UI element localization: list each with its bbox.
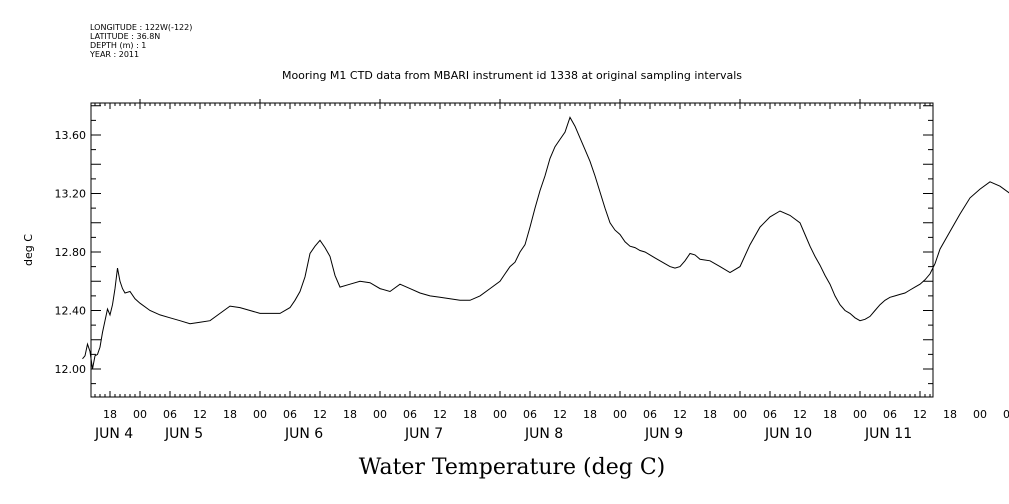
x-hour-label: 12: [433, 408, 447, 421]
x-hour-label: 06: [403, 408, 417, 421]
x-hour-label: 00: [373, 408, 387, 421]
x-hour-label: 12: [553, 408, 567, 421]
depth-label: DEPTH (m) : 1: [90, 41, 146, 50]
x-hour-label: 06: [163, 408, 177, 421]
chart-title: Mooring M1 CTD data from MBARI instrumen…: [282, 69, 742, 82]
x-hour-label: 18: [703, 408, 717, 421]
x-day-label: JUN 7: [404, 426, 443, 442]
x-hour-label: 00: [133, 408, 147, 421]
x-hour-label: 06: [283, 408, 297, 421]
x-day-label: JUN 11: [864, 426, 912, 442]
x-hour-label: 18: [943, 408, 957, 421]
x-hour-label: 00: [613, 408, 627, 421]
plot-frame: [90, 102, 934, 398]
latitude-label: LATITUDE : 36.8N: [90, 32, 160, 41]
year-label: YEAR : 2011: [89, 50, 139, 59]
x-hour-label: 00: [253, 408, 267, 421]
y-tick-label: 13.60: [55, 129, 87, 142]
temperature-series-line: [82, 116, 1009, 370]
x-hour-label: 18: [223, 408, 237, 421]
x-hour-label: 12: [793, 408, 807, 421]
x-hour-label: 18: [463, 408, 477, 421]
axis-labels: 12.00 12.40 12.80 13.20 13.60 18 00 06 12 18 00 06 1…: [55, 129, 1009, 442]
x-day-label: JUN 8: [524, 426, 563, 442]
x-day-label: JUN 10: [764, 426, 812, 442]
y-axis-label: deg C: [22, 234, 35, 266]
x-hour-label: 06: [523, 408, 537, 421]
x-hour-label: 18: [583, 408, 597, 421]
x-day-label: JUN 4: [94, 426, 133, 442]
x-hour-label: 18: [823, 408, 837, 421]
x-day-label: JUN 5: [164, 426, 203, 442]
x-hour-label: 12: [313, 408, 327, 421]
x-hour-label: 00: [733, 408, 747, 421]
x-hour-label: 06: [643, 408, 657, 421]
x-hour-label: 12: [913, 408, 927, 421]
x-day-label: JUN 9: [644, 426, 683, 442]
x-hour-label: 18: [103, 408, 117, 421]
y-tick-label: 13.20: [55, 188, 87, 201]
x-hour-label: 12: [193, 408, 207, 421]
x-hour-label: 00: [493, 408, 507, 421]
x-hour-label: 00: [853, 408, 867, 421]
x-hour-label: 06: [763, 408, 777, 421]
y-tick-label: 12.80: [55, 246, 87, 259]
x-hour-label: 00: [973, 408, 987, 421]
y-tick-label: 12.40: [55, 305, 87, 318]
longitude-label: LONGITUDE : 122W(-122): [90, 23, 192, 32]
x-hour-label: 18: [343, 408, 357, 421]
x-day-label: JUN 6: [284, 426, 323, 442]
x-hour-label: 12: [673, 408, 687, 421]
tick-marks: [91, 99, 933, 397]
x-axis-title: Water Temperature (deg C): [359, 455, 666, 480]
x-hour-label: 06: [1003, 408, 1009, 421]
y-tick-label: 12.00: [55, 363, 87, 376]
x-hour-label: 06: [883, 408, 897, 421]
